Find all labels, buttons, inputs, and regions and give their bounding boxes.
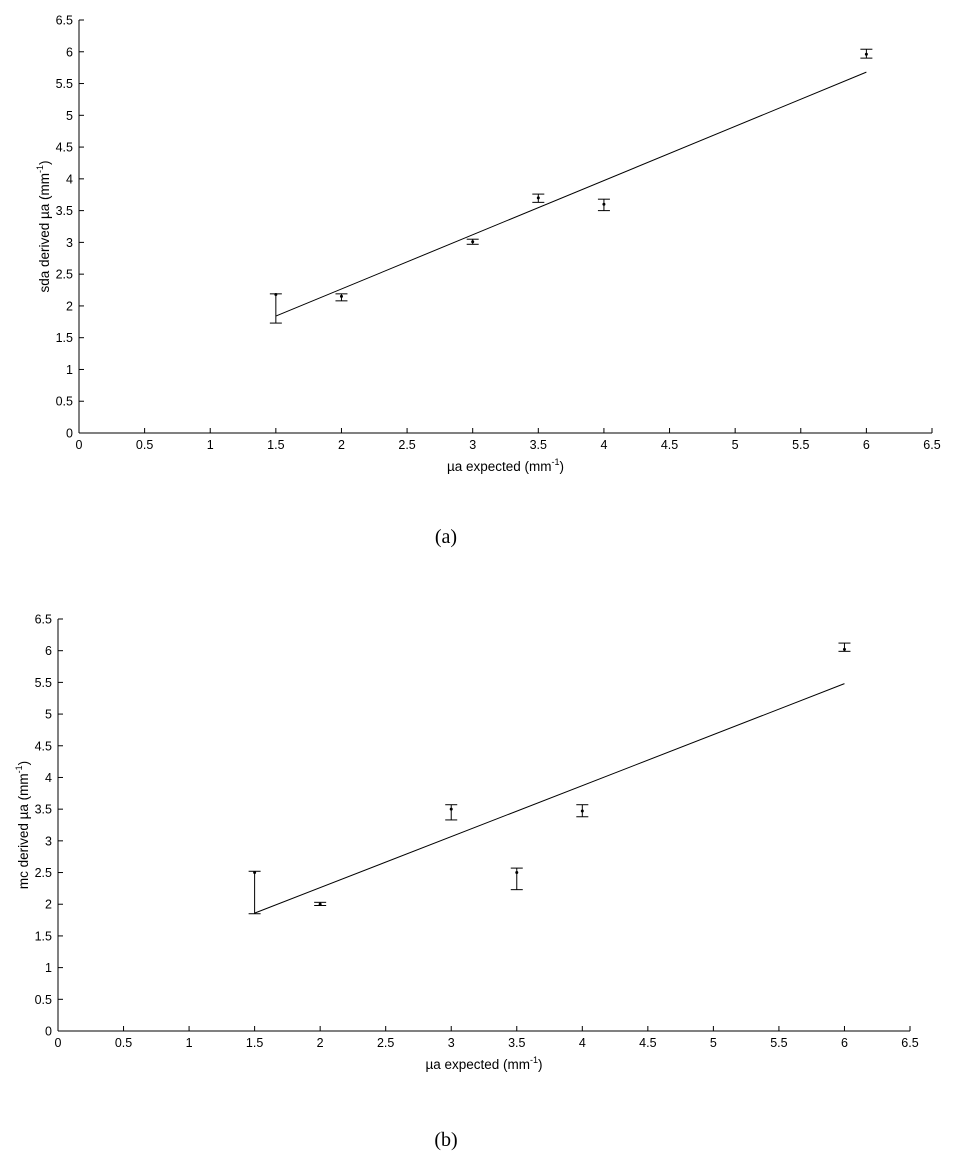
x-tick-label: 2.5 [377, 1036, 394, 1050]
error-bar [445, 804, 458, 821]
data-point [449, 807, 453, 811]
data-point [471, 240, 475, 244]
x-tick-label: 3.5 [530, 438, 547, 452]
x-tick-label: 5.5 [770, 1036, 787, 1050]
y-tick-label: 5 [45, 708, 52, 722]
x-tick-label: 6 [841, 1036, 848, 1050]
data-point [253, 871, 257, 875]
fit-line [254, 683, 845, 914]
chart-panel-b: 0 0.5 1 1.5 2 2.5 3 3.5 4 4.5 5 5.5 6 6.5 0 0.5 1 1.5 2 2.5… [14, 613, 919, 1152]
y-tick-label: 2.5 [56, 268, 73, 282]
y-tick-label: 2.5 [35, 866, 52, 880]
y-tick-label: 3 [45, 834, 52, 848]
y-tick-label: 1 [45, 961, 52, 975]
fit-line [275, 71, 867, 317]
data-point [864, 52, 868, 56]
x-tick-label: 3 [448, 1036, 455, 1050]
data-point [274, 292, 278, 296]
y-tick-label: 4 [66, 172, 73, 186]
data-point [515, 871, 519, 875]
y-tick-label: 4.5 [56, 141, 73, 155]
x-tick-label: 6.5 [923, 438, 940, 452]
data-point [536, 196, 540, 200]
x-tick-label: 1.5 [267, 438, 284, 452]
x-tick-label: 1 [186, 1036, 193, 1050]
data-point [842, 647, 846, 651]
y-axis-title: sda derived µa (mm-1) [35, 160, 52, 292]
x-tick-label: 4 [600, 438, 607, 452]
axes: 0 0.5 1 1.5 2 2.5 3 3.5 4 4.5 5 5.5 6 6.5 0 0.5 1 1.5 2 2.5… [35, 613, 919, 1051]
x-tick-label: 4.5 [661, 438, 678, 452]
y-tick-label: 3.5 [35, 803, 52, 817]
fit-lines [254, 683, 845, 914]
y-tick-label: 0 [66, 427, 73, 441]
y-tick-label: 1.5 [56, 331, 73, 345]
x-tick-label: 4.5 [639, 1036, 656, 1050]
panel-label: (b) [434, 1129, 457, 1151]
y-tick-label: 4.5 [35, 739, 52, 753]
fit-lines [275, 71, 867, 317]
data-points [274, 52, 868, 298]
x-tick-label: 0.5 [115, 1036, 132, 1050]
x-tick-label: 0 [55, 1036, 62, 1050]
error-bars [269, 48, 873, 324]
x-tick-label: 4 [579, 1036, 586, 1050]
y-tick-label: 3 [66, 236, 73, 250]
x-tick-label: 1.5 [246, 1036, 263, 1050]
data-point [318, 902, 322, 906]
error-bar [248, 870, 261, 915]
y-tick-label: 1 [66, 363, 73, 377]
y-tick-label: 6.5 [35, 613, 52, 627]
y-tick-label: 1.5 [35, 929, 52, 943]
x-tick-label: 0.5 [136, 438, 153, 452]
error-bars [248, 642, 851, 915]
data-point [580, 809, 584, 813]
y-tick-label: 6 [66, 45, 73, 59]
y-tick-label: 6.5 [56, 14, 73, 28]
x-axis-title: µa expected (mm-1) [425, 1055, 542, 1072]
y-tick-label: 5 [66, 109, 73, 123]
x-tick-label: 3.5 [508, 1036, 525, 1050]
chart-panel-a: 0 0.5 1 1.5 2 2.5 3 3.5 4 4.5 5 5.5 6 6.5 0 0.5 1 1.5 2 2.5… [35, 14, 941, 549]
error-bar [269, 293, 282, 324]
data-points [253, 647, 846, 906]
x-tick-label: 6.5 [901, 1036, 918, 1050]
y-axis-title: mc derived µa (mm-1) [14, 761, 31, 889]
axes: 0 0.5 1 1.5 2 2.5 3 3.5 4 4.5 5 5.5 6 6.5 0 0.5 1 1.5 2 2.5… [56, 14, 941, 453]
x-tick-label: 5.5 [792, 438, 809, 452]
y-tick-label: 2 [66, 299, 73, 313]
x-tick-label: 2 [317, 1036, 324, 1050]
y-tick-label: 2 [45, 898, 52, 912]
y-tick-label: 0 [45, 1025, 52, 1039]
y-tick-label: 5.5 [56, 77, 73, 91]
x-tick-label: 6 [863, 438, 870, 452]
y-tick-label: 3.5 [56, 204, 73, 218]
x-tick-label: 1 [207, 438, 214, 452]
x-tick-label: 2.5 [398, 438, 415, 452]
x-axis-title: µa expected (mm-1) [447, 457, 564, 474]
x-tick-label: 3 [469, 438, 476, 452]
y-tick-label: 5.5 [35, 676, 52, 690]
data-point [339, 294, 343, 298]
y-tick-label: 6 [45, 644, 52, 658]
x-tick-label: 2 [338, 438, 345, 452]
y-tick-label: 0.5 [35, 993, 52, 1007]
data-point [602, 202, 606, 206]
labels: µa expected (mm-1) mc derived µa (mm-1) (b… [14, 761, 543, 1151]
x-tick-label: 0 [76, 438, 83, 452]
y-tick-label: 0.5 [56, 395, 73, 409]
panel-label: (a) [435, 526, 457, 548]
x-tick-label: 5 [732, 438, 739, 452]
y-tick-label: 4 [45, 771, 52, 785]
labels: µa expected (mm-1) sda derived µa (mm-1) (… [35, 160, 564, 548]
x-tick-label: 5 [710, 1036, 717, 1050]
